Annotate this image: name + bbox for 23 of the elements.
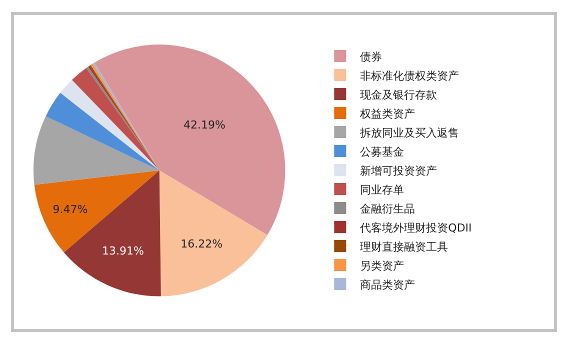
data-label: 16.22% [180, 237, 223, 250]
legend-label: 现金及银行存款 [360, 88, 438, 102]
data-label: 42.19% [184, 118, 226, 132]
legend-label: 商品类资产 [360, 278, 416, 292]
legend-label: 另类资产 [360, 259, 404, 272]
pie-slice [159, 170, 268, 296]
data-label: 13.91% [102, 244, 144, 258]
pie-slice [46, 92, 160, 170]
legend-label: 非标准化债权类资产 [360, 69, 460, 82]
legend-label: 新增可投资资产 [360, 164, 438, 178]
pie-slice [94, 44, 286, 236]
legend-label: 金融衍生品 [360, 202, 416, 216]
pie-slice [33, 116, 160, 185]
pie-slice [72, 68, 160, 170]
data-label: 9.47% [52, 202, 88, 216]
legend-label: 债券 [360, 50, 382, 64]
legend-label: 公募基金 [360, 145, 404, 158]
pie-slice [60, 80, 160, 170]
legend-label: 权益类资产 [359, 107, 416, 120]
legend-label: 同业存单 [360, 183, 404, 196]
legend-label: 拆放同业及买入返售 [359, 126, 460, 140]
legend-label: 代客境外理财投资QDII [359, 221, 472, 234]
legend-label: 理财直接融资工具 [360, 240, 448, 254]
